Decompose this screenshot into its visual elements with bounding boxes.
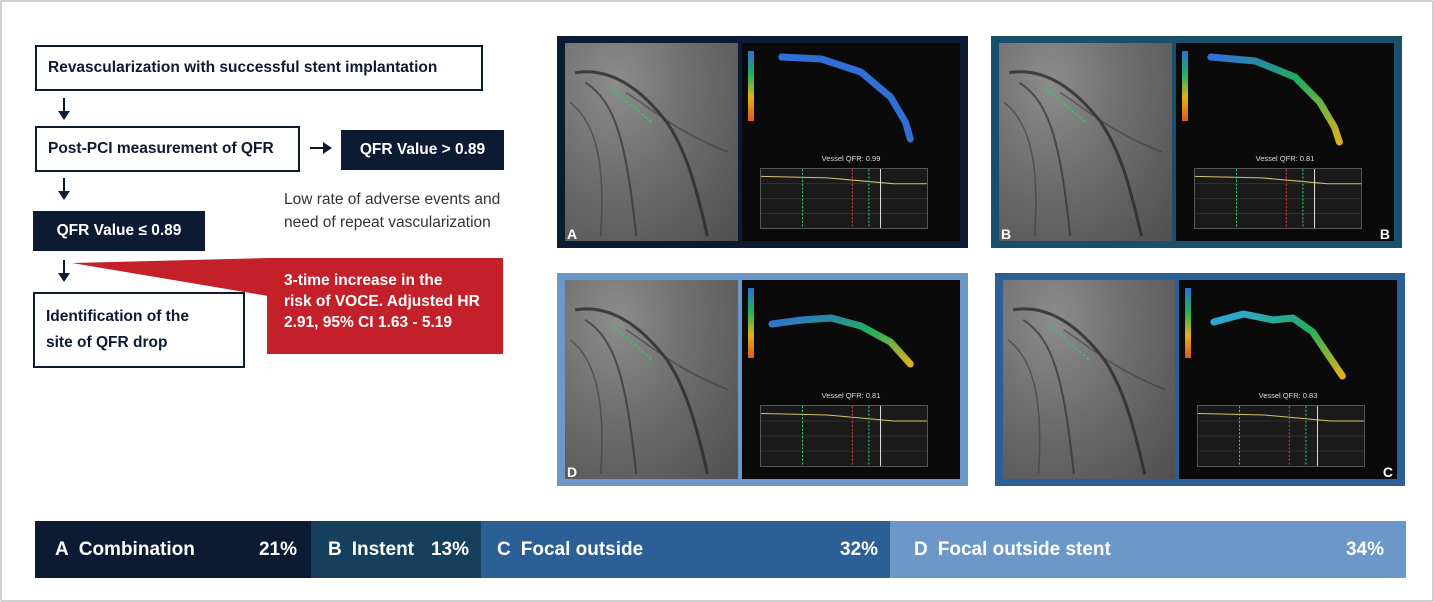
qfr-panel-b: Vessel QFR: 0.81 B B [991,36,1402,248]
risk-callout: 3-time increase in the risk of VOCE. Adj… [267,258,503,354]
risk-line2: risk of VOCE. Adjusted HR [284,293,480,310]
category-c-label: Focal outside [520,538,644,560]
qfr-high-note-line1: Low rate of adverse events and [284,191,501,208]
qfr-low-box: QFR Value ≤ 0.89 [33,211,205,251]
qfr-graph: Vessel QFR: 0.81 [1176,43,1394,241]
flow-step-identify-site: Identification of the site of QFR drop [33,292,245,368]
qfr-pullback-plot [760,405,928,467]
qfr-graph: Vessel QFR: 0.99 [742,43,960,241]
flow-step-identify-line2: site of QFR drop [46,334,168,351]
category-a-letter: A [55,538,69,560]
category-b-percent: 13% [430,538,469,560]
vessel-qfr-label: Vessel QFR: 0.99 [821,154,881,163]
qfr-color-scale [1182,51,1188,121]
category-a-percent: 21% [258,538,297,560]
category-c-percent: 32% [839,538,878,560]
flow-arrow-down-1 [58,98,70,120]
category-a-label: Combination [78,538,195,560]
panel-letter-right: C [1382,464,1393,480]
vessel-qfr-label: Vessel QFR: 0.83 [1258,391,1318,400]
qfr-graph: Vessel QFR: 0.81 [742,280,960,479]
category-b-label: Instent [351,538,415,560]
qfr-high-note: Low rate of adverse events and need of r… [284,188,534,234]
qfr-high-box: QFR Value > 0.89 [341,130,504,170]
category-d: D Focal outside stent 34% [890,521,1406,578]
angiogram-image [1003,280,1175,479]
panel-letter-left: B [1001,226,1012,242]
qfr-panel-a: Vessel QFR: 0.99 A [557,36,968,248]
category-c: C Focal outside 32% [481,521,890,578]
category-b-letter: B [328,538,342,560]
panel-letter-right: B [1379,226,1390,242]
flow-arrow-down-2 [58,178,70,200]
panel-letter-left: A [567,226,578,242]
qfr-low-text: QFR Value ≤ 0.89 [56,222,182,239]
qfr-panel-d: Vessel QFR: 0.81 D [557,273,968,486]
angiogram-image [565,43,738,241]
qfr-color-scale [1185,288,1191,358]
flow-step-revascularization: Revascularization with successful stent … [35,45,483,91]
risk-line3: 2.91, 95% CI 1.63 - 5.19 [284,314,453,331]
category-d-letter: D [914,538,928,560]
flow-step-post-pci-qfr-text: Post-PCI measurement of QFR [48,140,274,157]
qfr-panel-c: Vessel QFR: 0.83 C [995,273,1405,486]
qfr-pullback-plot [760,168,928,229]
vessel-rendering [1210,310,1346,380]
qfr-color-scale [748,51,754,121]
panel-letter-left: D [567,464,578,480]
category-d-percent: 34% [1345,538,1384,560]
vessel-qfr-label: Vessel QFR: 0.81 [1255,154,1315,163]
vessel-qfr-label: Vessel QFR: 0.81 [821,391,881,400]
qfr-high-text: QFR Value > 0.89 [359,141,486,158]
category-b: B Instent 13% [311,521,481,578]
angiogram-image [565,280,738,479]
qfr-pullback-plot [1197,405,1365,467]
qfr-graph: Vessel QFR: 0.83 [1179,280,1397,479]
flow-step-identify-line1: Identification of the [46,308,189,325]
flow-arrow-right [310,142,332,154]
vessel-rendering [1207,53,1343,146]
qfr-pullback-plot [1194,168,1362,229]
flow-step-revascularization-text: Revascularization with successful stent … [48,59,438,76]
risk-line1: 3-time increase in the [284,272,443,289]
qfr-high-note-line2: need of repeat vascularization [284,214,491,231]
category-c-letter: C [497,538,511,560]
vessel-rendering [778,53,914,143]
flow-step-post-pci-qfr: Post-PCI measurement of QFR [35,126,300,172]
vessel-rendering [768,314,914,368]
category-a: A Combination 21% [35,521,311,578]
qfr-color-scale [748,288,754,358]
angiogram-image [999,43,1172,241]
flow-arrow-down-3 [58,260,70,282]
category-d-label: Focal outside stent [937,538,1111,560]
